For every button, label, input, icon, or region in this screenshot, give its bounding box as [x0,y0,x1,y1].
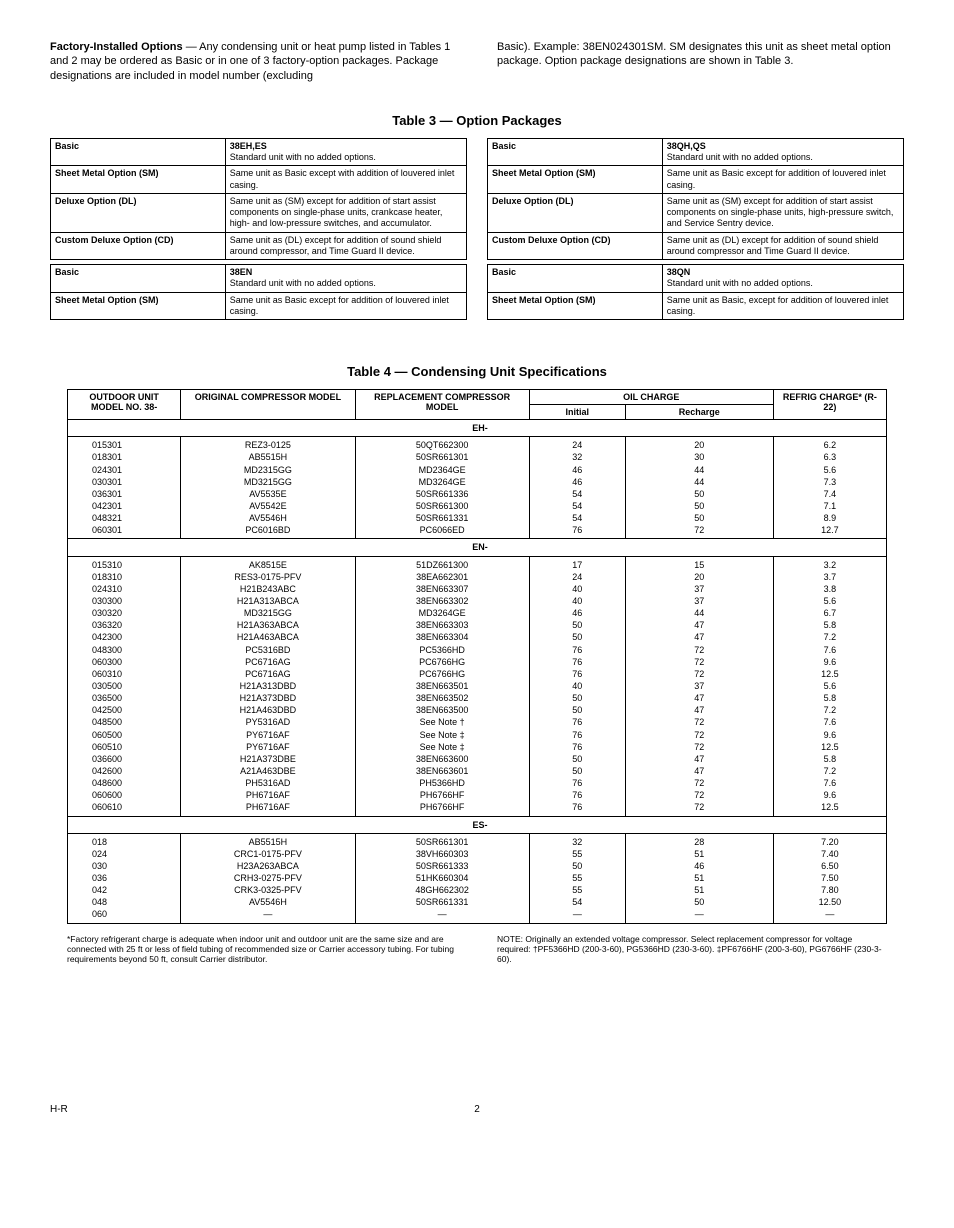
option-label: Sheet Metal Option (SM) [51,166,226,194]
spec-cell: 51DZ66130038EA66230138EN66330738EN663302… [355,556,529,816]
option-col-right: Basic38QH,QSStandard unit with no added … [487,138,904,324]
option-group: Basic38EH,ESStandard unit with no added … [50,138,467,260]
col-oil: OIL CHARGE [529,390,773,405]
spec-cell: AK8515ERES3-0175-PFVH21B243ABCH21A313ABC… [181,556,355,816]
intro-left: Factory-Installed Options — Any condensi… [50,40,457,83]
option-desc: 38ENStandard unit with no added options. [225,265,466,293]
option-group: Basic38ENStandard unit with no added opt… [50,264,467,320]
option-desc: Same unit as Basic except for addition o… [225,292,466,320]
table4-title: Table 4 — Condensing Unit Specifications [50,364,904,379]
footnote-left: *Factory refrigerant charge is adequate … [67,934,457,965]
option-desc: 38EH,ESStandard unit with no added optio… [225,138,466,166]
option-desc: Same unit as Basic, except for addition … [662,292,903,320]
footer: H-R 2 [50,1104,904,1115]
option-tables: Basic38EH,ESStandard unit with no added … [50,138,904,324]
option-group: Basic38QNStandard unit with no added opt… [487,264,904,320]
footer-page: 2 [474,1104,480,1115]
option-label: Custom Deluxe Option (CD) [51,232,226,260]
spec-table-wrap: OUTDOOR UNIT MODEL NO. 38- ORIGINAL COMP… [67,389,887,923]
col-repl: REPLACEMENT COMPRESSOR MODEL [355,390,529,420]
option-label: Deluxe Option (DL) [488,193,663,232]
col-refrig: REFRIG CHARGE* (R-22) [773,390,886,420]
option-label: Sheet Metal Option (SM) [51,292,226,320]
spec-cell: 50SR66130138VH66030350SR66133351HK660304… [355,833,529,923]
option-label: Custom Deluxe Option (CD) [488,232,663,260]
spec-cell: 50QT66230050SR661301MD2364GEMD3264GE50SR… [355,437,529,539]
spec-cell: 2432464654545476 [529,437,625,539]
col-initial: Initial [529,405,625,420]
spec-cell: 3.23.73.85.66.75.87.27.69.612.55.65.87.2… [773,556,886,816]
option-label: Sheet Metal Option (SM) [488,292,663,320]
option-label: Basic [488,265,663,293]
spec-group-head: ES- [68,816,887,833]
option-label: Basic [51,265,226,293]
col-outdoor: OUTDOOR UNIT MODEL NO. 38- [68,390,181,420]
spec-group-head: EH- [68,420,887,437]
spec-group-head: EN- [68,539,887,556]
footnote-right: NOTE: Originally an extended voltage com… [497,934,887,965]
spec-cell: 018024030036042048060 [68,833,181,923]
option-col-left: Basic38EH,ESStandard unit with no added … [50,138,467,324]
footer-left: H-R [50,1104,68,1115]
spec-cell: 325550555554— [529,833,625,923]
intro-right: Basic). Example: 38EN024301SM. SM design… [497,40,904,83]
spec-cell: 2030444450505072 [625,437,773,539]
spec-cell: 0153100183100243100303000303200363200423… [68,556,181,816]
spec-cell: 0153010183010243010303010363010423010483… [68,437,181,539]
intro-text: Factory-Installed Options — Any condensi… [50,40,904,83]
spec-cell: REZ3-0125AB5515HMD2315GGMD3215GGAV5535EA… [181,437,355,539]
footnotes: *Factory refrigerant charge is adequate … [67,934,887,965]
option-label: Basic [488,138,663,166]
col-recharge: Recharge [625,405,773,420]
spec-cell: 6.26.35.67.37.47.18.912.7 [773,437,886,539]
option-desc: 38QH,QSStandard unit with no added optio… [662,138,903,166]
col-orig: ORIGINAL COMPRESSOR MODEL [181,390,355,420]
spec-cell: 1520373744474772727237474772727247477272… [625,556,773,816]
spec-cell: 7.207.406.507.507.8012.50— [773,833,886,923]
spec-table: OUTDOOR UNIT MODEL NO. 38- ORIGINAL COMP… [67,389,887,923]
option-desc: Same unit as (DL) except for addition of… [662,232,903,260]
option-label: Sheet Metal Option (SM) [488,166,663,194]
spec-cell: AB5515HCRC1-0175-PFVH23A263ABCACRH3-0275… [181,833,355,923]
option-group: Basic38QH,QSStandard unit with no added … [487,138,904,260]
option-desc: Same unit as (SM) except for addition of… [662,193,903,232]
option-label: Deluxe Option (DL) [51,193,226,232]
option-desc: Same unit as Basic except with addition … [225,166,466,194]
option-desc: 38QNStandard unit with no added options. [662,265,903,293]
option-desc: Same unit as (SM) except for addition of… [225,193,466,232]
option-label: Basic [51,138,226,166]
intro-bold: Factory-Installed Options [50,41,183,53]
table3-title: Table 3 — Option Packages [50,113,904,128]
spec-cell: 285146515150— [625,833,773,923]
spec-cell: 1724404046505076767640505076767650507676… [529,556,625,816]
option-desc: Same unit as Basic except for addition o… [662,166,903,194]
option-desc: Same unit as (DL) except for addition of… [225,232,466,260]
